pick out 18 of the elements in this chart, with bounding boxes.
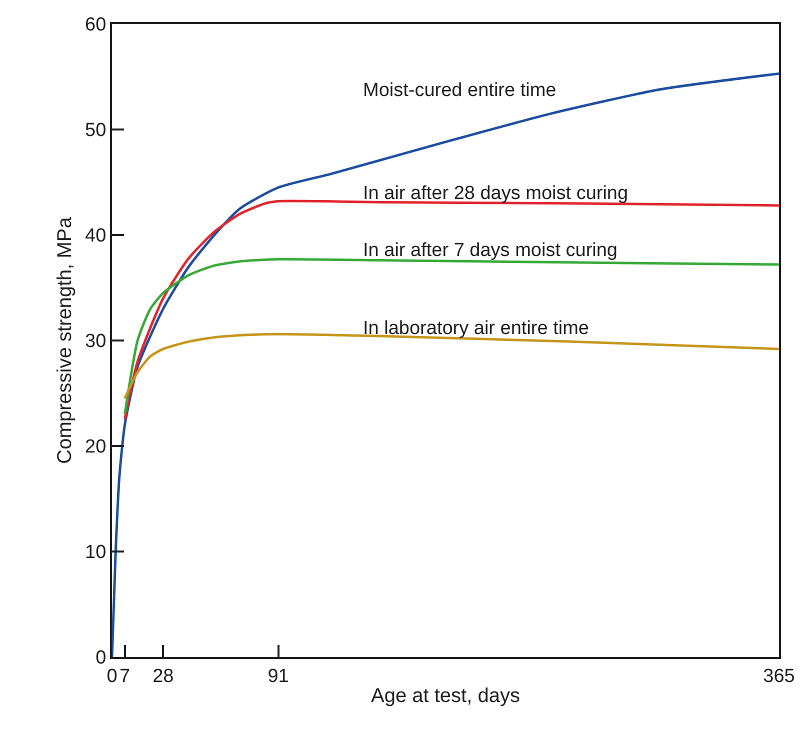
y-tick-label: 20 <box>85 436 106 458</box>
y-tick-label: 30 <box>85 331 106 352</box>
x-tick-label: 28 <box>152 666 174 687</box>
y-tick-label: 50 <box>85 120 106 142</box>
y-tick-label: 60 <box>85 14 106 36</box>
x-tick-label: 365 <box>763 666 795 687</box>
series-label: Moist-cured entire time <box>363 80 556 101</box>
series-label: In air after 7 days moist curing <box>363 240 618 261</box>
line-series <box>112 72 779 657</box>
x-tick-label: 7 <box>120 666 130 687</box>
y-axis-title: Compressive strength, MPa <box>54 216 76 464</box>
series-label: In air after 28 days moist curing <box>363 183 628 204</box>
y-tick-label: 40 <box>85 226 106 247</box>
series-label: In laboratory air entire time <box>363 318 589 339</box>
x-axis-title: Age at test, days <box>371 684 520 707</box>
y-tick-label: 0 <box>96 648 106 669</box>
x-tick-label: 91 <box>268 666 289 687</box>
y-tick-label: 10 <box>85 542 106 564</box>
